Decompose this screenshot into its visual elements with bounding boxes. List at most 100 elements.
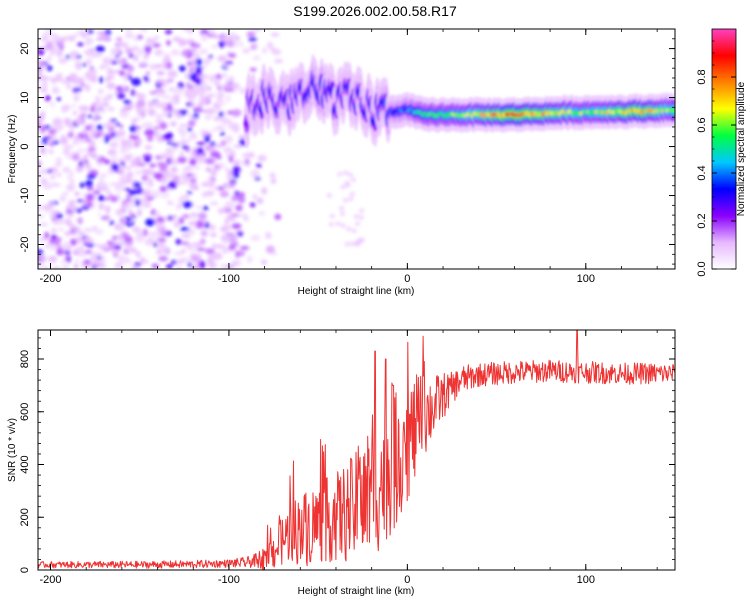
spectrogram-speckle xyxy=(222,72,228,79)
spectrogram-speckle xyxy=(117,59,125,66)
spectrogram-speckle xyxy=(223,167,229,171)
spectrogram-speckle xyxy=(161,193,170,199)
spectrogram-speckle xyxy=(155,221,164,230)
spectrogram-speckle xyxy=(88,142,96,149)
spectrogram-speckle xyxy=(82,63,87,67)
spectrogram-speckle xyxy=(225,88,235,92)
spectrogram-speckle xyxy=(171,49,180,56)
spectrogram-speckle xyxy=(111,163,120,171)
spectrogram-speckle xyxy=(73,247,82,253)
spectrogram-speckle xyxy=(87,201,93,208)
spectrogram-speckle xyxy=(150,38,155,45)
spectrogram-speckle xyxy=(151,263,159,268)
spectrogram-speckle xyxy=(48,142,55,147)
spectrogram-speckle xyxy=(265,231,272,240)
spectrogram-speckle xyxy=(249,202,256,208)
spectrogram-speckle xyxy=(146,134,154,142)
spectrogram-speckle xyxy=(173,220,180,228)
spectrogram-speckle xyxy=(211,243,218,250)
colorbar: 0.0 0.2 0.4 0.6 0.8 Normalized spectral ampl… xyxy=(696,28,747,277)
spectrogram-speckle xyxy=(224,60,233,65)
spectrogram-speckle xyxy=(61,191,70,196)
spectrogram-speckle xyxy=(43,186,53,189)
spectrogram-speckle xyxy=(48,255,58,263)
spectrogram-speckle xyxy=(116,234,123,240)
spectrogram-speckle xyxy=(191,60,197,68)
spectrogram-speckle xyxy=(117,254,125,262)
spectrogram-speckle xyxy=(56,43,65,48)
spectrogram-speckle xyxy=(156,162,166,166)
spectrogram-speckle xyxy=(97,195,105,202)
spectrogram-speckle xyxy=(118,164,125,172)
spectrogram-speckle xyxy=(256,197,264,204)
spectrogram-speckle xyxy=(358,215,364,220)
spectrogram-speckle xyxy=(153,100,160,107)
spectrogram-speckle xyxy=(138,108,149,112)
spectrogram-speckle xyxy=(180,249,186,253)
spectrogram-speckle xyxy=(87,114,93,119)
spectrogram-speckle xyxy=(133,181,142,188)
spectrogram-speckle xyxy=(166,40,171,46)
spectrogram-speckle xyxy=(170,166,178,174)
spectrogram-speckle xyxy=(38,75,48,81)
spectrogram-speckle xyxy=(183,214,189,219)
spectrogram-speckle xyxy=(340,223,346,228)
spectrogram-speckle xyxy=(235,204,243,212)
spectrogram-speckle xyxy=(72,139,80,146)
spectrogram-speckle xyxy=(123,187,131,191)
spectrogram-speckle xyxy=(129,124,137,133)
spectrogram-speckle xyxy=(196,205,202,210)
spectrogram-speckle xyxy=(98,203,105,210)
snr-panel: -200 -100 0 100 0 200 400 600 800 Height of stra… xyxy=(7,329,676,597)
spectrogram-speckle xyxy=(140,257,145,261)
spectrogram-speckle xyxy=(54,163,63,167)
spectrogram-speckle xyxy=(111,235,118,240)
spectrogram-speckle xyxy=(106,82,116,90)
spectrogram-speckle xyxy=(51,266,62,269)
spectrogram-speckle xyxy=(211,171,217,177)
spectrogram-speckle xyxy=(77,217,83,225)
spectrogram-speckle xyxy=(59,138,69,145)
spectrogram-speckle xyxy=(76,42,85,47)
spectrogram-speckle xyxy=(72,153,80,161)
spectrogram-speckle xyxy=(144,128,155,137)
spectrogram-speckle xyxy=(64,231,71,237)
spectrogram-speckle xyxy=(210,150,221,158)
spectrogram-speckle xyxy=(231,37,239,41)
spectrogram-speckle xyxy=(188,258,195,263)
spectrogram-speckle xyxy=(155,114,163,118)
spectrogram-speckle xyxy=(223,218,230,226)
spectrogram-speckle xyxy=(215,35,221,39)
spectrogram-speckle xyxy=(61,104,71,111)
spectrogram-speckle xyxy=(164,29,173,35)
y-tick-label: 20 xyxy=(19,42,31,54)
spectrogram-speckle xyxy=(230,213,241,217)
spectrogram-speckle xyxy=(72,110,78,116)
spectrogram-speckle xyxy=(120,138,126,146)
spectrogram-speckle xyxy=(217,91,225,97)
spectrogram-speckle xyxy=(56,213,63,219)
spectrogram-speckle xyxy=(118,239,127,247)
spectrogram-speckle xyxy=(118,177,128,182)
spectrogram-speckle xyxy=(195,224,206,228)
spectrogram-speckle xyxy=(98,176,105,184)
spectrogram-speckle xyxy=(210,128,217,132)
spectrogram-speckle xyxy=(175,238,182,245)
spectrogram-speckle xyxy=(75,228,83,236)
spectrogram-speckle xyxy=(91,155,102,160)
spectrogram-speckle xyxy=(126,166,131,171)
spectrogram-speckle xyxy=(250,234,261,241)
spectrogram-speckle xyxy=(84,83,91,92)
spectrogram-speckle xyxy=(143,191,150,198)
spectrogram-speckle xyxy=(249,67,257,72)
spectrogram-speckle xyxy=(145,47,151,55)
spectrogram-speckle xyxy=(230,182,235,187)
spectrogram-speckle xyxy=(52,218,59,225)
spectrogram-speckle xyxy=(63,144,70,152)
spectrogram-speckle xyxy=(185,82,191,88)
chart-title: S199.2026.002.00.58.R17 xyxy=(293,3,457,19)
spectrogram-speckle xyxy=(130,89,136,97)
spectrogram-speckle xyxy=(156,78,165,85)
spectrogram-ridge xyxy=(243,54,675,149)
spectrogram-speckle xyxy=(228,173,233,180)
